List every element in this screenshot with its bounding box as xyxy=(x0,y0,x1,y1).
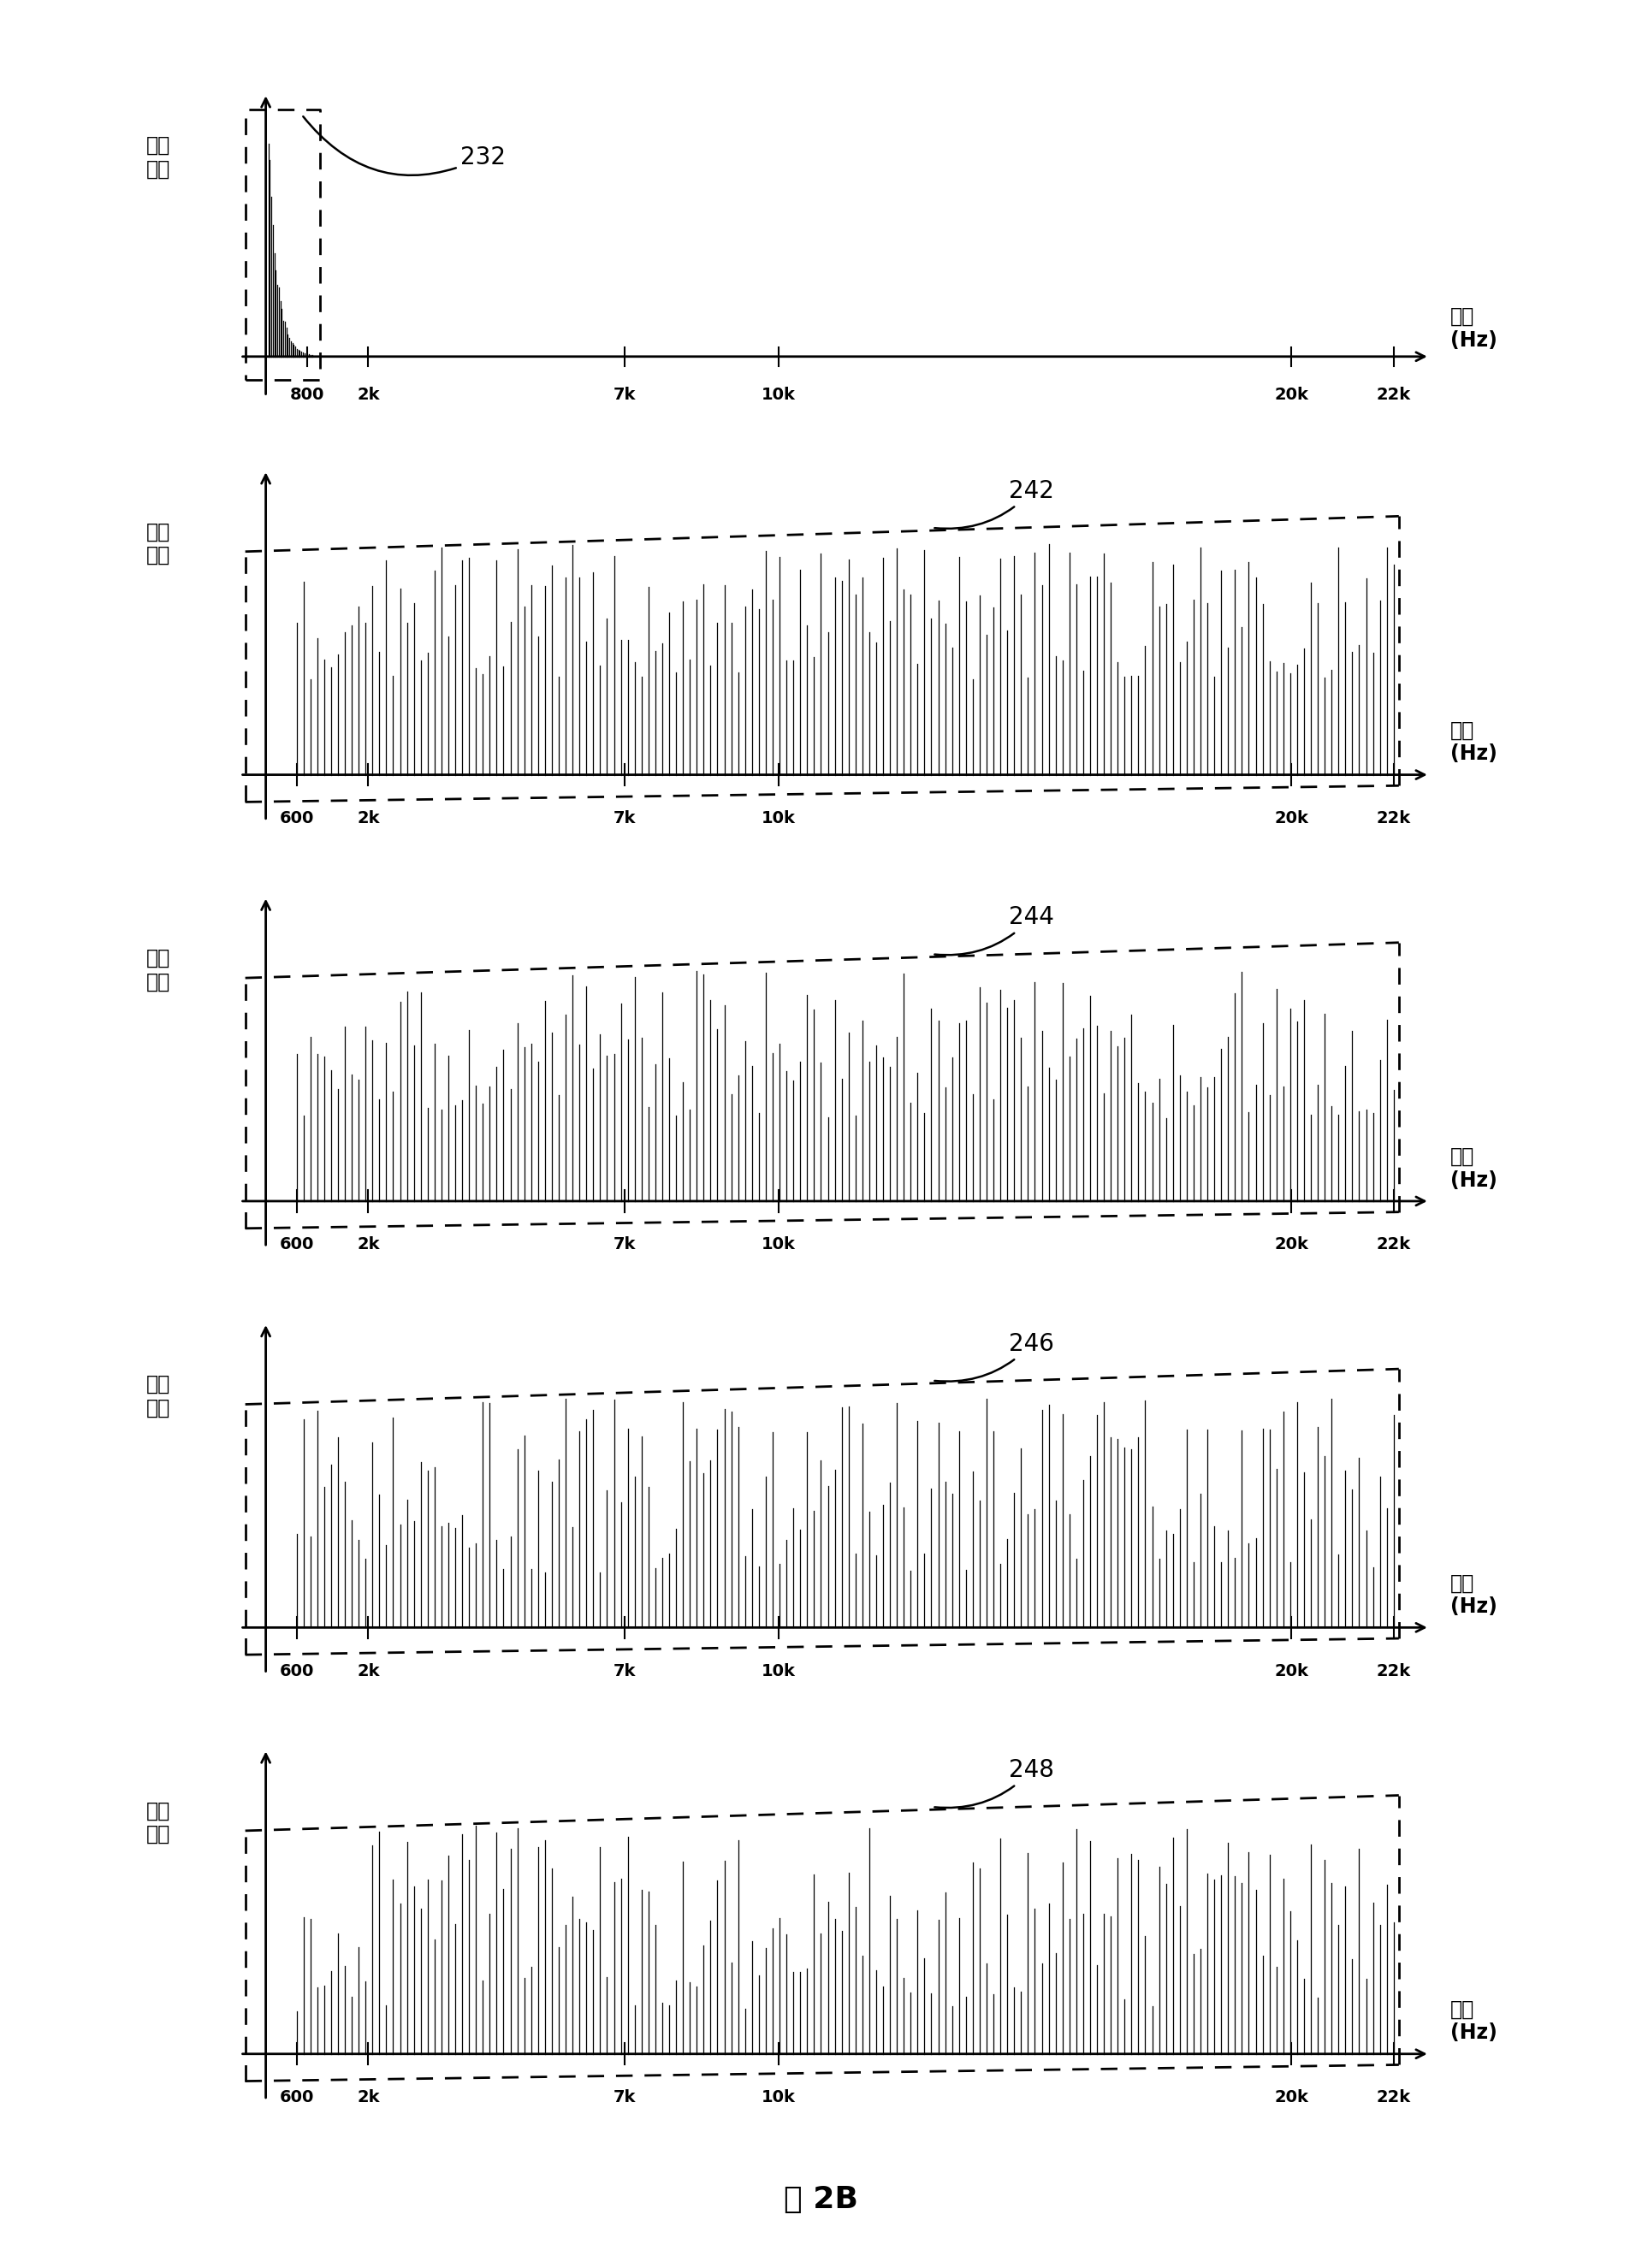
Text: 2k: 2k xyxy=(356,810,379,826)
Text: 频率
(Hz): 频率 (Hz) xyxy=(1450,1572,1498,1617)
Text: 7k: 7k xyxy=(614,810,635,826)
Text: 22k: 22k xyxy=(1376,1662,1410,1678)
Text: 2k: 2k xyxy=(356,1236,379,1252)
Text: 图 2B: 图 2B xyxy=(783,2186,859,2214)
Text: 600: 600 xyxy=(279,1236,314,1252)
Text: 频率
(Hz): 频率 (Hz) xyxy=(1450,1998,1498,2043)
Text: 2k: 2k xyxy=(356,2089,379,2105)
Text: 20k: 20k xyxy=(1274,810,1309,826)
Text: 绝对
振幅: 绝对 振幅 xyxy=(146,948,171,991)
Text: 22k: 22k xyxy=(1376,2089,1410,2105)
Text: 246: 246 xyxy=(934,1331,1054,1381)
Text: 22k: 22k xyxy=(1376,1236,1410,1252)
Text: 2k: 2k xyxy=(356,388,379,404)
Text: 232: 232 xyxy=(304,116,506,175)
Text: 600: 600 xyxy=(279,1662,314,1678)
Text: 248: 248 xyxy=(934,1758,1054,1808)
Text: 22k: 22k xyxy=(1376,810,1410,826)
Text: 20k: 20k xyxy=(1274,1662,1309,1678)
Text: 20k: 20k xyxy=(1274,1236,1309,1252)
Text: 10k: 10k xyxy=(762,1662,795,1678)
Text: 22k: 22k xyxy=(1376,388,1410,404)
Text: 7k: 7k xyxy=(614,388,635,404)
Text: 10k: 10k xyxy=(762,388,795,404)
Text: 绝对
振幅: 绝对 振幅 xyxy=(146,134,171,179)
Text: 20k: 20k xyxy=(1274,388,1309,404)
Text: 频率
(Hz): 频率 (Hz) xyxy=(1450,719,1498,764)
Text: 600: 600 xyxy=(279,810,314,826)
Text: 频率
(Hz): 频率 (Hz) xyxy=(1450,1145,1498,1191)
Text: 7k: 7k xyxy=(614,2089,635,2105)
Text: 20k: 20k xyxy=(1274,2089,1309,2105)
Text: 10k: 10k xyxy=(762,2089,795,2105)
Text: 10k: 10k xyxy=(762,810,795,826)
Text: 10k: 10k xyxy=(762,1236,795,1252)
Text: 242: 242 xyxy=(934,479,1054,528)
Text: 244: 244 xyxy=(934,905,1054,955)
Text: 频率
(Hz): 频率 (Hz) xyxy=(1450,306,1498,352)
Text: 800: 800 xyxy=(289,388,323,404)
Text: 2k: 2k xyxy=(356,1662,379,1678)
Text: 7k: 7k xyxy=(614,1662,635,1678)
Text: 绝对
振幅: 绝对 振幅 xyxy=(146,1374,171,1418)
Text: 绝对
振幅: 绝对 振幅 xyxy=(146,522,171,565)
Text: 绝对
振幅: 绝对 振幅 xyxy=(146,1801,171,1844)
Text: 600: 600 xyxy=(279,2089,314,2105)
Text: 7k: 7k xyxy=(614,1236,635,1252)
